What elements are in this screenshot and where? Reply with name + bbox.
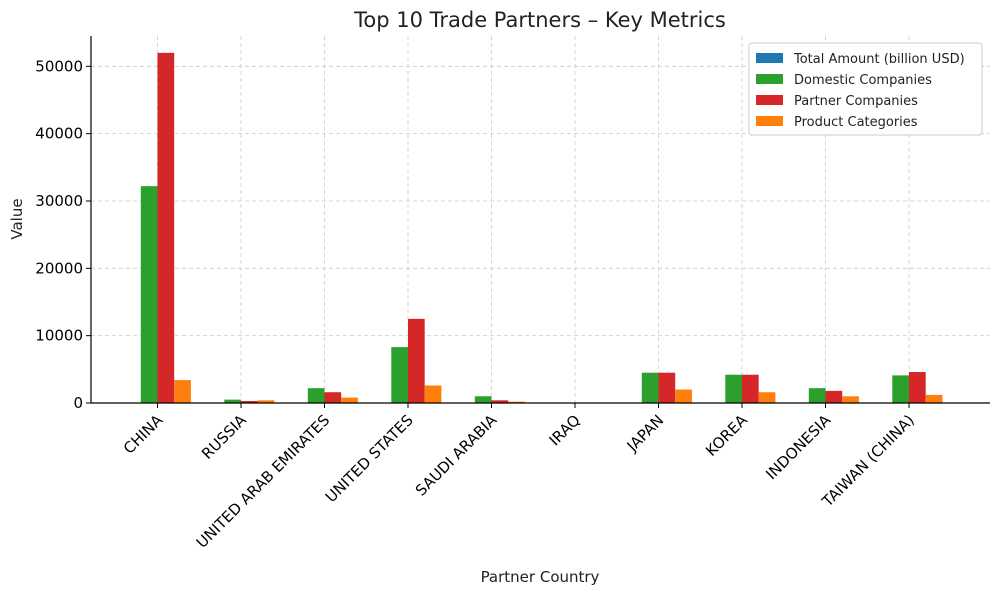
bar-partner-companies-indonesia	[825, 390, 843, 403]
bar-domestic-companies-russia	[224, 399, 241, 403]
bar-partner-companies-united-arab-emirates	[324, 392, 342, 403]
x-tick-label: KOREA	[702, 411, 751, 460]
x-axis-label: Partner Country	[481, 568, 600, 586]
bar-partner-companies-korea	[742, 374, 759, 403]
bar-product-categories-korea	[758, 392, 776, 403]
x-tick-label: SAUDI ARABIA	[412, 411, 501, 500]
bar-partner-companies-saudi-arabia	[491, 400, 509, 403]
legend: Total Amount (billion USD) Domestic Compa…	[748, 42, 983, 136]
y-axis-label: Value	[8, 198, 26, 239]
legend-label-total-amount-billion-usd: Total Amount (billion USD)	[793, 52, 965, 67]
bar-domestic-companies-japan	[641, 372, 659, 403]
legend-label-product-categories: Product Categories	[794, 115, 918, 130]
chart-title: Top 10 Trade Partners – Key Metrics	[353, 8, 726, 32]
bar-product-categories-japan	[675, 389, 692, 403]
bar-domestic-companies-united-states	[391, 347, 408, 403]
bar-partner-companies-taiwan-china	[909, 372, 926, 403]
bar-partner-companies-china	[157, 52, 175, 403]
bar-product-categories-united-arab-emirates	[341, 397, 358, 403]
legend-swatch-total-amount-billion-usd	[756, 53, 783, 63]
y-tick-label: 10000	[35, 327, 83, 345]
bar-partner-companies-japan	[658, 372, 676, 403]
legend-label-domestic-companies: Domestic Companies	[794, 73, 932, 88]
bar-domestic-companies-korea	[725, 374, 742, 403]
bars	[124, 52, 943, 403]
y-tick-label: 0	[73, 394, 83, 412]
bar-product-categories-united-states	[424, 385, 442, 403]
bar-product-categories-indonesia	[842, 396, 859, 403]
legend-swatch-partner-companies	[756, 95, 783, 105]
bar-domestic-companies-indonesia	[808, 388, 826, 403]
bar-domestic-companies-saudi-arabia	[474, 396, 492, 403]
x-tick-label: RUSSIA	[198, 411, 250, 463]
bar-domestic-companies-taiwan-china	[892, 375, 909, 403]
x-tick-label: JAPAN	[623, 411, 668, 456]
legend-label-partner-companies: Partner Companies	[794, 94, 918, 109]
bar-product-categories-china	[174, 380, 191, 403]
y-tick-label: 40000	[35, 125, 83, 143]
legend-box	[748, 42, 983, 136]
x-tick-label: UNITED ARAB EMIRATES	[193, 411, 334, 552]
x-tick-label: UNITED STATES	[322, 411, 417, 506]
bar-product-categories-russia	[257, 400, 275, 403]
legend-swatch-domestic-companies	[756, 74, 783, 84]
bar-domestic-companies-united-arab-emirates	[307, 388, 325, 403]
legend-swatch-product-categories	[756, 116, 783, 126]
x-tick-label: CHINA	[120, 411, 167, 458]
x-tick-label: INDONESIA	[762, 411, 835, 484]
bar-product-categories-taiwan-china	[925, 394, 943, 403]
axes	[86, 36, 990, 408]
y-tick-label: 20000	[35, 259, 83, 277]
x-tick-label: TAIWAN (CHINA)	[818, 411, 918, 511]
bar-domestic-companies-china	[140, 186, 158, 403]
bar-product-categories-saudi-arabia	[508, 401, 525, 403]
y-tick-label: 30000	[35, 192, 83, 210]
x-tick-label: IRAQ	[546, 411, 584, 449]
y-tick-label: 50000	[35, 57, 83, 75]
bar-partner-companies-russia	[241, 400, 258, 403]
bar-partner-companies-united-states	[408, 318, 425, 403]
